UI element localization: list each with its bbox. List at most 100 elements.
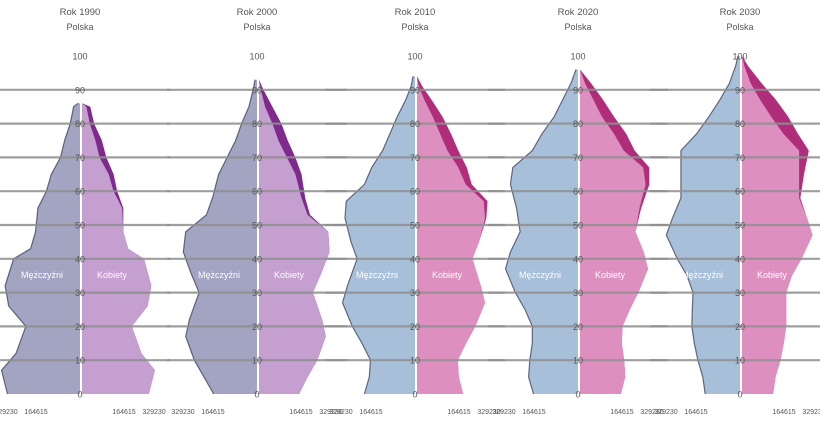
male-area	[505, 69, 578, 394]
age-tick-label: 100	[249, 52, 264, 62]
age-tick-label: 0	[737, 390, 742, 400]
age-tick-label: 90	[410, 85, 420, 95]
male-label: Mężczyźni	[519, 270, 561, 280]
age-tick-label: 70	[252, 153, 262, 163]
pyramid-subtitle: Polska	[401, 22, 428, 32]
age-tick-label: 80	[252, 119, 262, 129]
pyramid-rok-2020: 0 10 20 30 40 50 60 70 80 90 100 Rok 2020 Polska Mężc…	[488, 7, 668, 416]
male-outline	[182, 79, 256, 395]
x-tick-label: 329230	[142, 409, 165, 416]
age-tick-label: 50	[410, 221, 420, 231]
age-tick-label: 40	[75, 254, 85, 264]
female-area	[417, 76, 485, 395]
age-tick-label: 0	[254, 390, 259, 400]
age-tick-label: 60	[573, 187, 583, 197]
age-tick-label: 90	[735, 85, 745, 95]
pyramid-subtitle: Polska	[66, 22, 93, 32]
pyramid-rok-2000: 0 10 20 30 40 50 60 70 80 90 100 Rok 2000 Polska Mężc…	[167, 7, 347, 416]
male-outline	[341, 76, 414, 395]
age-tick-label: 30	[573, 288, 583, 298]
pyramid-subtitle: Polska	[726, 22, 753, 32]
male-area	[1, 103, 80, 395]
male-area	[183, 79, 257, 394]
age-tick-label: 80	[735, 119, 745, 129]
age-tick-label: 20	[573, 322, 583, 332]
age-tick-label: 70	[573, 153, 583, 163]
age-tick-label: 40	[252, 254, 262, 264]
x-tick-label: 164615	[24, 409, 47, 416]
female-label: Kobiety	[274, 270, 305, 280]
male-label: Mężczyźni	[681, 270, 723, 280]
female-label: Kobiety	[97, 270, 128, 280]
x-tick-label: 329230	[640, 409, 663, 416]
age-tick-label: 80	[75, 119, 85, 129]
age-tick-label: 100	[407, 52, 422, 62]
x-tick-label: 164615	[522, 409, 545, 416]
pyramid-title: Rok 2000	[237, 7, 278, 18]
x-tick-label: 164615	[201, 409, 224, 416]
age-tick-label: 70	[75, 153, 85, 163]
x-tick-label: 164615	[684, 409, 707, 416]
age-tick-label: 10	[410, 356, 420, 366]
pyramid-rok-2030: 0 10 20 30 40 50 60 70 80 90 100 Rok 2030 Polska Mężc…	[650, 7, 820, 416]
age-tick-label: 90	[75, 85, 85, 95]
x-tick-label: 329230	[329, 409, 352, 416]
x-tick-label: 329230	[492, 409, 515, 416]
age-tick-label: 40	[735, 254, 745, 264]
age-tick-label: 50	[735, 221, 745, 231]
pyramid-rok-2010: 0 10 20 30 40 50 60 70 80 90 100 Rok 2010 Polska Mężc…	[325, 7, 505, 416]
male-label: Mężczyźni	[198, 270, 240, 280]
age-tick-label: 50	[252, 221, 262, 231]
female-label: Kobiety	[595, 270, 626, 280]
x-tick-label: 329230	[477, 409, 500, 416]
x-tick-label: 164615	[359, 409, 382, 416]
pyramid-subtitle: Polska	[243, 22, 270, 32]
age-tick-label: 30	[252, 288, 262, 298]
x-tick-label: 164615	[289, 409, 312, 416]
age-tick-label: 10	[735, 356, 745, 366]
male-label: Mężczyźni	[21, 270, 63, 280]
age-tick-label: 70	[410, 153, 420, 163]
age-tick-label: 0	[77, 390, 82, 400]
x-tick-label: 164615	[112, 409, 135, 416]
female-area	[580, 69, 648, 394]
age-tick-label: 20	[252, 322, 262, 332]
age-tick-label: 80	[410, 119, 420, 129]
pyramid-title: Rok 2020	[558, 7, 599, 18]
male-outline	[0, 102, 79, 395]
x-tick-label: 329230	[171, 409, 194, 416]
age-tick-label: 20	[75, 322, 85, 332]
age-tick-label: 0	[575, 390, 580, 400]
age-tick-label: 30	[75, 288, 85, 298]
age-tick-label: 90	[252, 85, 262, 95]
age-tick-label: 70	[735, 153, 745, 163]
age-tick-label: 60	[252, 187, 262, 197]
age-tick-label: 20	[410, 322, 420, 332]
male-area	[342, 76, 415, 395]
pyramid-subtitle: Polska	[564, 22, 591, 32]
male-label: Mężczyźni	[356, 270, 398, 280]
pyramid-title: Rok 2010	[395, 7, 436, 18]
x-tick-label: 329230	[319, 409, 342, 416]
x-tick-label: 164615	[447, 409, 470, 416]
pyramid-title: Rok 2030	[720, 7, 761, 18]
age-tick-label: 10	[75, 356, 85, 366]
age-tick-label: 100	[72, 52, 87, 62]
age-tick-label: 10	[252, 356, 262, 366]
female-area	[259, 79, 330, 394]
age-tick-label: 60	[410, 187, 420, 197]
age-tick-label: 10	[573, 356, 583, 366]
x-tick-label: 329230	[654, 409, 677, 416]
age-tick-label: 30	[410, 288, 420, 298]
age-tick-label: 80	[573, 119, 583, 129]
age-tick-label: 50	[573, 221, 583, 231]
age-tick-label: 20	[735, 322, 745, 332]
x-tick-label: 164615	[772, 409, 795, 416]
age-tick-label: 100	[732, 52, 747, 62]
male-outline	[504, 69, 577, 395]
x-tick-label: 164615	[610, 409, 633, 416]
age-tick-label: 90	[573, 85, 583, 95]
pyramid-rok-1990: 0 10 20 30 40 50 60 70 80 90 100 Rok 1990 Polska Mężc…	[0, 7, 170, 416]
age-tick-label: 40	[573, 254, 583, 264]
